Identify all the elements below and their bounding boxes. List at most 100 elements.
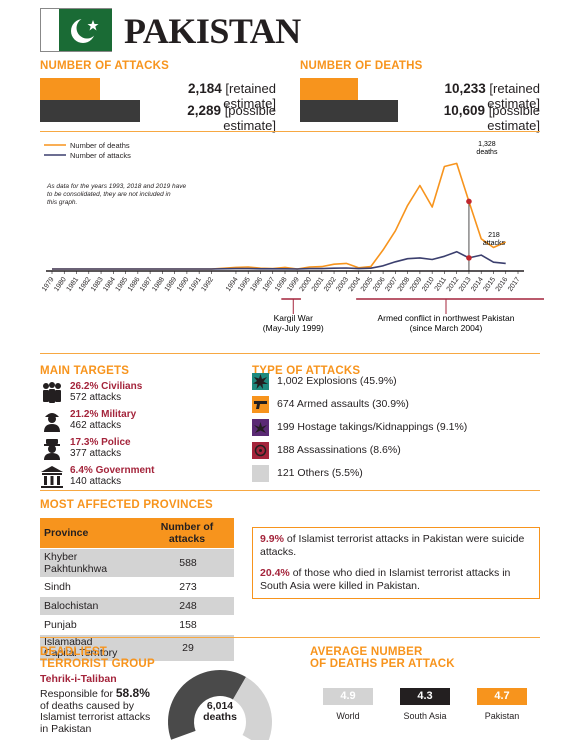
period-label: Armed conflict in northwest Pakistan — [377, 313, 514, 323]
explosion-icon — [252, 372, 269, 390]
target-percentage: 17.3% Police — [70, 437, 131, 448]
deaths-share-gauge — [168, 670, 272, 740]
table-row: Punjab 158 — [40, 616, 234, 634]
target-row: 26.2% Civilians 572 attacks — [40, 381, 142, 409]
x-tick-label: 2005 — [360, 276, 375, 293]
target-count: 377 attacks — [70, 448, 122, 459]
x-tick-label: 1992 — [200, 276, 215, 293]
provinces-heading: MOST AFFECTED PROVINCES — [40, 499, 213, 511]
attacks-heading: NUMBER OF ATTACKS — [40, 60, 170, 72]
divider — [40, 637, 540, 638]
province-name: Islamabad Capital Territory — [40, 635, 142, 661]
series-line-deaths — [52, 162, 507, 270]
target-count: 140 attacks — [70, 476, 122, 487]
deaths-retained: 10,233 [retained estimate] — [444, 81, 540, 111]
attacks-retained-bar — [40, 78, 100, 100]
south-asia-fact: 20.4% of those who died in Islamist terr… — [260, 567, 511, 592]
group-description: Responsible for 58.8% of deaths caused b… — [40, 686, 151, 735]
annotation-deaths-value: 1,328 — [478, 141, 496, 148]
crescent-star-icon — [71, 17, 99, 43]
annotation-point-deaths — [466, 198, 472, 205]
table-row: Khyber Pakhtunkhwa 588 — [40, 549, 234, 577]
x-tick-label: 1985 — [115, 276, 130, 293]
legend-label: Number of deaths — [70, 141, 130, 150]
x-tick-label: 1981 — [65, 276, 80, 293]
x-tick-label: 1994 — [225, 276, 240, 293]
attacks-possible-bar — [40, 100, 140, 122]
avg-south-asia-label: South Asia — [403, 711, 447, 721]
x-tick-label: 2013 — [458, 276, 473, 293]
divider — [40, 353, 540, 354]
main-targets-heading: MAIN TARGETS — [40, 365, 130, 377]
province-attacks: 248 — [142, 597, 234, 615]
divider — [40, 131, 540, 132]
attacks-retained: 2,184 [retained estimate] — [187, 81, 276, 111]
x-tick-label: 2010 — [421, 276, 436, 293]
table-row: Islamabad Capital Territory 29 — [40, 635, 234, 661]
x-tick-label: 1986 — [127, 276, 142, 293]
soldier-icon — [40, 409, 64, 433]
target-row: 21.2% Military 462 attacks — [40, 409, 136, 437]
attack-type-row: 199 Hostage takings/Kidnappings (9.1%) — [252, 417, 467, 437]
x-tick-label: 1998 — [274, 276, 289, 293]
deaths-heading: NUMBER OF DEATHS — [300, 60, 423, 72]
attack-type-row: 1,002 Explosions (45.9%) — [252, 371, 397, 391]
legend-label: Number of attacks — [70, 151, 131, 160]
column-header: Province — [40, 518, 142, 548]
province-attacks: 588 — [142, 549, 234, 577]
target-row: 6.4% Government 140 attacks — [40, 465, 154, 493]
x-tick-label: 1983 — [90, 276, 105, 293]
x-tick-label: 1996 — [249, 276, 264, 293]
pakistan-flag — [40, 8, 112, 52]
x-tick-label: 2015 — [482, 276, 497, 293]
table-row: Balochistan 248 — [40, 597, 234, 615]
annotation-attacks-value: 218 — [488, 232, 500, 239]
target-row: 17.3% Police 377 attacks — [40, 437, 131, 465]
suicide-fact: 9.9% of Islamist terrorist attacks in Pa… — [260, 533, 525, 558]
attack-type-label: 121 Others (5.5%) — [277, 467, 363, 479]
divider — [40, 490, 540, 491]
period-sublabel: (since March 2004) — [410, 323, 483, 333]
x-tick-label: 1995 — [237, 276, 252, 293]
x-tick-label: 2009 — [409, 276, 424, 293]
x-tick-label: 1982 — [78, 276, 93, 293]
province-name: Sindh — [44, 581, 71, 593]
target-icon — [252, 441, 269, 459]
avg-deaths-heading: AVERAGE NUMBER OF DEATHS PER ATTACK — [310, 646, 455, 670]
table-row: Sindh 273 — [40, 578, 234, 596]
x-tick-label: 1999 — [286, 276, 301, 293]
gun-icon — [252, 395, 269, 413]
avg-pakistan-label: Pakistan — [484, 711, 520, 721]
country-title: PAKISTAN — [124, 11, 301, 51]
x-tick-label: 1989 — [164, 276, 179, 293]
group-name: Tehrik-i-Taliban — [40, 673, 117, 685]
gauge-share-segment — [168, 670, 246, 740]
x-tick-label: 2007 — [384, 276, 399, 293]
attacks-possible: 2,289 [possible estimate] — [187, 103, 276, 133]
avg-world-label: World — [336, 711, 360, 721]
x-tick-label: 2003 — [335, 276, 350, 293]
x-tick-label: 2002 — [323, 276, 338, 293]
gauge-rest-segment — [232, 676, 272, 740]
avg-pakistan-value: 4.7 — [477, 688, 527, 705]
deadliest-heading: DEADLIEST TERRORIST GROUP — [40, 646, 155, 670]
province-attacks: 29 — [142, 635, 234, 661]
annotation-deaths-unit: deaths — [476, 149, 498, 156]
annotation-point-attacks — [466, 255, 472, 261]
x-tick-label: 1990 — [176, 276, 191, 293]
x-tick-label: 2001 — [311, 276, 326, 293]
people-icon — [40, 381, 64, 405]
attack-type-label: 199 Hostage takings/Kidnappings (9.1%) — [277, 421, 468, 433]
avg-south-asia-value: 4.3 — [400, 688, 450, 705]
x-tick-label: 1987 — [139, 276, 154, 293]
deaths-possible: 10,609 [possible estimate] — [443, 103, 540, 133]
x-tick-label: 2000 — [298, 276, 313, 293]
x-tick-label: 2016 — [495, 276, 510, 293]
attack-type-row: 674 Armed assaults (30.9%) — [252, 394, 409, 414]
province-attacks: 158 — [179, 619, 197, 631]
x-tick-label: 1980 — [53, 276, 68, 293]
x-tick-label: 1984 — [102, 276, 117, 293]
attack-types-heading: TYPE OF ATTACKS — [252, 365, 361, 377]
x-tick-label: 2004 — [348, 276, 363, 293]
province-name: Balochistan — [40, 597, 142, 615]
